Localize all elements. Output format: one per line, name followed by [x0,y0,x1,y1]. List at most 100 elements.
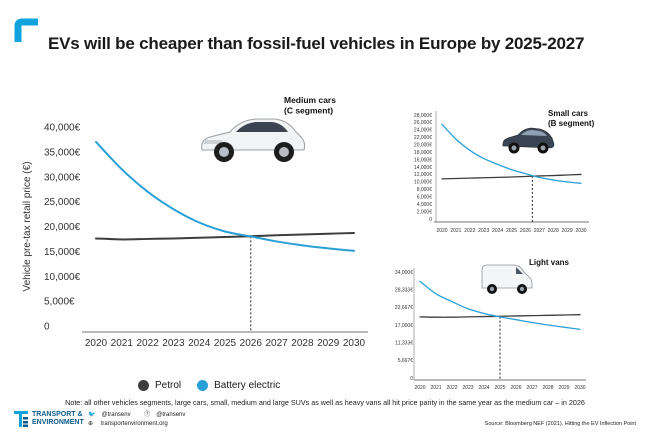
chart-light-vans: 0 5,667€ 11,333€ 17,000€ 22,667€ 28,333€ 34,00… [395,258,586,391]
chart-small-cars: 02,000€4,000€6,000€8,000€10,000€12,000€1… [414,109,595,234]
facebook-handle: @transenv [156,412,186,418]
org-line-1: TRANSPORT & [32,411,83,418]
medium-x-tick-label: 2025 [214,338,237,349]
small-car-image [502,127,555,154]
vans-x-tick-label: 2021 [430,385,441,391]
medium-x-tick-label: 2024 [188,338,211,349]
medium-y-tick-label: 40,000€ [44,123,81,134]
twitter-icon: 🐦 [88,412,96,418]
medium-title: Medium cars [284,95,336,105]
medium-x-tick-label: 2022 [136,338,159,349]
small-y-tick-label: 26,000€ [414,120,432,126]
medium-series-battery-electric-line [95,140,355,252]
medium-y-tick-label: 0 [44,322,50,333]
small-y-tick-label: 14,000€ [414,165,432,171]
vans-y-tick-label: 22,667€ [395,305,413,311]
vans-y-tick-label: 11,333€ [395,340,413,346]
medium-y-tick-label: 10,000€ [44,272,81,283]
small-title: Small cars [548,109,589,118]
medium-x-tick-label: 2030 [343,338,366,349]
facebook-icon: ⓕ [144,412,151,418]
small-x-tick-label: 2024 [492,228,503,234]
medium-x-tick-label: 2020 [85,338,108,349]
medium-y-axis-label: Vehicle pre-tax retail price (€) [22,161,33,291]
vans-title: Light vans [529,258,570,267]
small-y-tick-label: 18,000€ [414,150,432,156]
small-y-tick-label: 8,000€ [417,187,433,193]
vans-x-tick-label: 2023 [462,385,473,391]
small-y-tick-label: 6,000€ [417,194,433,200]
vans-series-battery-electric-line [419,280,581,331]
legend-item-petrol: Petrol [138,380,181,391]
small-x-tick-label: 2029 [562,228,573,234]
small-x-tick-label: 2021 [450,228,461,234]
source-note: Source: Bloomberg NEF (2021), Hitting th… [484,421,636,427]
small-y-tick-label: 12,000€ [414,172,432,178]
small-y-tick-label: 24,000€ [414,128,432,134]
social-links: 🐦 @transenv ⓕ @transenv ⊕ transportenviron… [88,411,197,429]
medium-x-tick-label: 2023 [162,338,185,349]
medium-x-tick-label: 2026 [240,338,263,349]
vans-x-tick-label: 2030 [574,385,585,391]
vans-x-tick-label: 2028 [542,385,553,391]
vans-x-tick-label: 2025 [494,385,505,391]
vans-x-tick-label: 2029 [558,385,569,391]
light-van-image [481,264,533,294]
website-url: transportenvironment.org [100,421,168,427]
legend-label-petrol: Petrol [155,380,182,391]
twitter-link[interactable]: 🐦 @transenv [88,412,137,418]
medium-car-image [201,118,306,162]
organization-name: TRANSPORT & ENVIRONMENT [32,411,84,427]
org-line-2: ENVIRONMENT [32,419,84,426]
page-title: EVs will be cheaper than fossil-fuel veh… [48,34,585,53]
medium-x-tick-label: 2021 [111,338,134,349]
chart-medium-cars: 0 5,000€ 10,000€ 15,000€ 20,000€ 25,000€ 30,00… [22,95,368,349]
small-y-tick-label: 0 [429,217,432,223]
small-y-tick-label: 10,000€ [414,180,432,186]
vans-x-tick-label: 2026 [510,385,521,391]
medium-y-tick-label: 5,000€ [44,297,75,308]
legend-swatch-petrol [138,380,149,391]
brand-corner-mark [14,18,38,42]
small-y-tick-label: 20,000€ [414,142,432,148]
medium-series-petrol-line [95,231,355,241]
legend-label-battery-electric: Battery electric [214,380,281,391]
medium-y-tick-label: 30,000€ [44,172,81,183]
small-series-petrol-line [441,173,582,180]
vans-y-tick-label: 34,000€ [395,270,413,276]
vans-x-tick-label: 2027 [526,385,537,391]
globe-icon: ⊕ [88,421,95,427]
vans-y-tick-label: 5,667€ [398,358,414,364]
medium-y-tick-label: 20,000€ [44,222,81,233]
facebook-link[interactable]: ⓕ @transenv [144,412,191,418]
small-y-tick-label: 22,000€ [414,135,432,141]
organization-logo: TRANSPORT & ENVIRONMENT [14,411,84,427]
medium-title: (C segment) [284,106,333,116]
medium-x-tick-label: 2027 [265,338,288,349]
medium-y-tick-label: 25,000€ [44,197,81,208]
small-y-tick-label: 16,000€ [414,157,432,163]
small-x-tick-label: 2025 [506,228,517,234]
vans-y-tick-label: 28,333€ [395,287,413,293]
small-x-tick-label: 2023 [478,228,489,234]
small-x-tick-label: 2020 [436,228,447,234]
te-logo-icon [14,411,28,427]
website-link[interactable]: ⊕ transportenvironment.org [88,420,197,429]
vans-x-tick-label: 2020 [414,385,425,391]
small-x-tick-label: 2030 [575,228,586,234]
small-x-tick-label: 2027 [534,228,545,234]
vans-y-tick-label: 0 [410,376,413,382]
legend-item-battery-electric: Battery electric [197,380,280,391]
vans-y-tick-label: 17,000€ [395,323,413,329]
vans-x-tick-label: 2022 [446,385,457,391]
medium-x-tick-label: 2028 [291,338,314,349]
small-x-tick-label: 2028 [548,228,559,234]
small-y-tick-label: 28,000€ [414,113,432,119]
small-x-tick-label: 2022 [464,228,475,234]
twitter-handle: @transenv [101,412,131,418]
vans-x-tick-label: 2024 [478,385,489,391]
footnote: Note: all other vehicles segments, large… [65,398,585,407]
small-series-battery-electric-line [441,123,582,184]
small-y-tick-label: 4,000€ [417,202,433,208]
